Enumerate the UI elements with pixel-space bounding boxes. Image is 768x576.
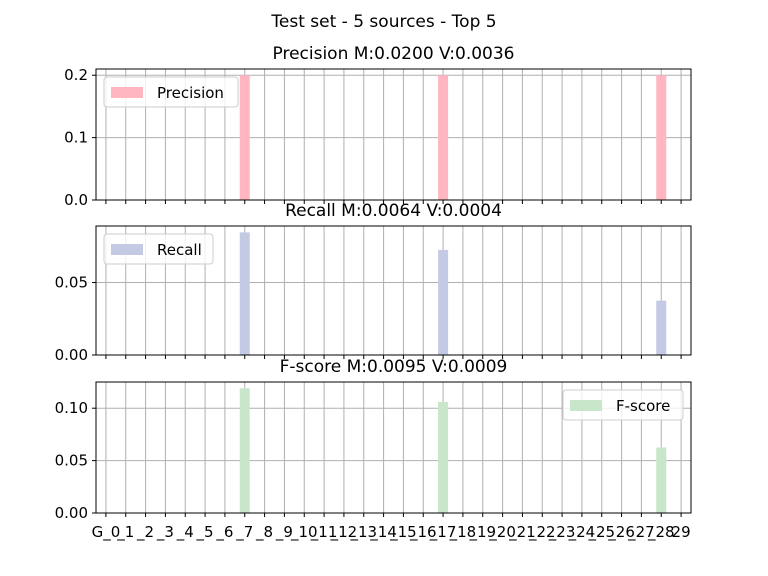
x-tick-label: _10 [290, 523, 318, 542]
legend-frame [103, 76, 239, 108]
subplot-title: Precision M:0.0200 V:0.0036 [273, 44, 515, 64]
legend-swatch [570, 400, 602, 411]
y-tick-label: 0.1 [64, 129, 88, 147]
x-tick-label: _23 [548, 523, 576, 542]
y-tick-label: 0.05 [55, 452, 88, 470]
x-tick-label: _3 [156, 523, 174, 542]
x-tick-label: _16 [409, 523, 437, 542]
legend-label: Precision [157, 84, 224, 102]
y-tick-label: 0.0 [64, 191, 88, 209]
x-tick-label: G_0 [92, 523, 121, 542]
x-tick-label: _12 [330, 523, 358, 542]
bar-G_7 [239, 232, 250, 355]
legend-frame [562, 389, 684, 421]
x-tick-label: _9 [275, 523, 293, 542]
subplot-title: Recall M:0.0064 V:0.0004 [285, 201, 502, 221]
bar-G_7 [239, 388, 250, 513]
axes-frame [95, 68, 692, 201]
x-tick-label: _19 [468, 523, 496, 542]
x-tick-label: _6 [215, 523, 233, 542]
subplot-recall: 0.00 0.05 Recall M:0.0064 V:0.0004 Recall [55, 201, 692, 364]
bar-G_17 [438, 75, 449, 200]
subplots: 0.0 0.1 0.2 Precision M:0.0200 V:0.0036 Prec… [55, 44, 692, 542]
x-tick-label: _27 [627, 523, 655, 542]
legend: Recall [103, 233, 214, 265]
x-tick-label: _1 [116, 523, 134, 542]
bar-G_17 [438, 401, 449, 513]
bar-G_28 [656, 300, 667, 355]
y-tick-label: 0.05 [55, 274, 88, 292]
legend-frame [103, 233, 214, 265]
x-tick-label: _14 [369, 523, 397, 542]
legend-swatch [111, 87, 143, 98]
x-tick-label: _18 [449, 523, 477, 542]
axes-frame [95, 381, 692, 514]
y-tick-label: 0.10 [55, 399, 88, 417]
x-tick-label: _13 [349, 523, 377, 542]
legend: F-score [562, 389, 684, 421]
subplot-f-score: 0.00 0.05 0.10 F-score M:0.0095 V:0.0009 F-s… [55, 357, 692, 522]
x-tick-label: _7 [235, 523, 253, 542]
legend: Precision [103, 76, 239, 108]
x-tick-label: _2 [136, 523, 154, 542]
bar-G_28 [656, 75, 667, 200]
legend-label: Recall [157, 241, 202, 259]
y-tick-label: 0.2 [64, 66, 88, 84]
x-tick-label: _11 [310, 523, 338, 542]
x-tick-label: _4 [176, 523, 194, 542]
legend-swatch [111, 244, 143, 255]
x-tick-labels: G_0_1 _2 _3 _4 _5 _6 _7 _8 _9_10_11_12_13_14_15_… [92, 523, 691, 542]
bar-G_28 [656, 447, 667, 513]
bar-G_7 [239, 75, 250, 200]
x-tick-label: _22 [528, 523, 556, 542]
x-tick-label: 29 [672, 523, 691, 541]
x-tick-label: _15 [389, 523, 417, 542]
axes-frame [95, 225, 692, 356]
x-tick-label: _24 [568, 523, 596, 542]
x-tick-label: _17 [429, 523, 457, 542]
legend-label: F-score [616, 397, 670, 415]
x-tick-label: _8 [255, 523, 273, 542]
x-tick-label: _26 [607, 523, 635, 542]
subplot-title: F-score M:0.0095 V:0.0009 [280, 357, 508, 377]
figure-suptitle: Test set - 5 sources - Top 5 [270, 12, 496, 32]
y-tick-label: 0.00 [55, 504, 88, 522]
y-tick-label: 0.00 [55, 346, 88, 364]
subplot-precision: 0.0 0.1 0.2 Precision M:0.0200 V:0.0036 Prec… [64, 44, 692, 209]
x-tick-label: _5 [196, 523, 214, 542]
bar-G_17 [438, 249, 449, 355]
x-tick-label: _20 [488, 523, 516, 542]
x-tick-label: _21 [508, 523, 536, 542]
x-tick-label: _25 [587, 523, 615, 542]
x-tick-label: _28 [647, 523, 675, 542]
